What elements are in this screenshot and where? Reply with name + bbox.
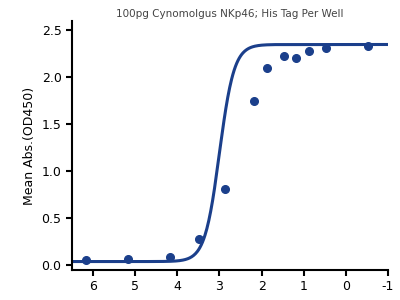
Title: 100pg Cynomolgus NKp46; His Tag Per Well: 100pg Cynomolgus NKp46; His Tag Per Well [116, 9, 344, 19]
Y-axis label: Mean Abs.(OD450): Mean Abs.(OD450) [23, 86, 36, 205]
